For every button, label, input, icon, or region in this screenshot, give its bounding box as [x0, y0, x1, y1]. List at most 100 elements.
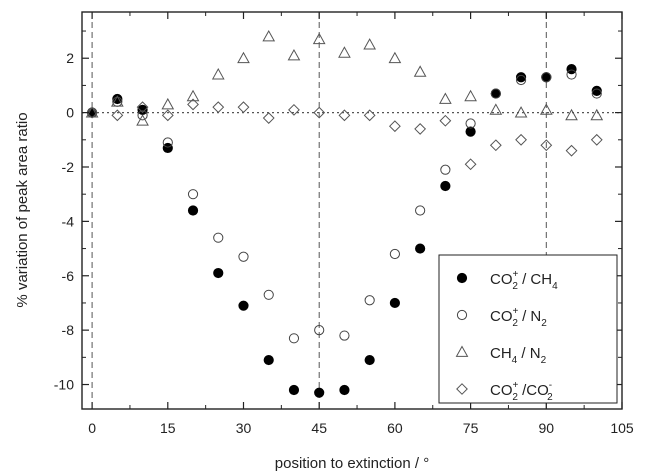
data-point: [85, 106, 99, 118]
data-point: [389, 297, 400, 309]
data-point: [489, 103, 503, 115]
legend-label: CH4 / N2: [490, 345, 547, 366]
legend-marker: [455, 345, 469, 357]
data-markers: [85, 29, 604, 398]
data-point: [363, 38, 377, 50]
series-1: [86, 64, 602, 398]
data-point: [388, 51, 402, 64]
data-point: [238, 300, 249, 311]
x-tick-label: 90: [539, 420, 555, 436]
data-point: [440, 164, 451, 175]
data-point: [439, 92, 452, 104]
data-point: [338, 46, 351, 58]
data-point: [212, 101, 225, 114]
axis-ticks: [82, 12, 623, 409]
data-point: [187, 98, 199, 111]
series-3: [85, 29, 604, 126]
data-point: [388, 120, 401, 133]
data-point: [590, 108, 604, 121]
data-point: [490, 88, 501, 99]
y-tick-label: -6: [62, 268, 75, 284]
data-point: [137, 104, 148, 115]
data-point: [389, 248, 400, 260]
data-point: [313, 106, 326, 119]
data-point: [415, 243, 426, 254]
data-point: [312, 32, 326, 45]
data-point: [237, 101, 250, 114]
data-point: [137, 110, 148, 121]
data-point: [591, 88, 602, 99]
x-tick-label: 15: [160, 420, 176, 436]
data-point: [464, 158, 477, 171]
data-point: [540, 139, 553, 152]
data-point: [161, 109, 174, 122]
legend-label: CO+ 2 / CH4: [490, 269, 558, 292]
legend-marker: [456, 383, 468, 395]
data-point: [211, 68, 225, 80]
data-point: [566, 64, 577, 75]
x-tick-label: 30: [236, 420, 252, 436]
legend-label: CO+ 2 /CO-2: [490, 380, 553, 403]
legend-marker: [456, 272, 468, 284]
data-point: [314, 325, 325, 336]
data-point: [161, 97, 175, 110]
data-point: [515, 133, 527, 146]
data-point: [364, 354, 375, 366]
data-point: [288, 384, 300, 396]
data-point: [162, 142, 173, 154]
data-point: [566, 69, 577, 80]
data-point: [288, 103, 300, 116]
y-tick-label: -2: [62, 159, 75, 175]
data-point: [187, 205, 199, 216]
data-point: [465, 118, 476, 129]
data-point: [238, 251, 249, 262]
x-tick-label: 0: [88, 420, 96, 436]
y-tick-label: -8: [62, 322, 75, 338]
y-axis-title: % variation of peak area ratio: [14, 112, 31, 307]
legend: CO+ 2 / CH4 CO+ 2 / N2 CH4 / N2 CO+ 2 /CO-2: [438, 254, 618, 404]
data-point: [110, 95, 124, 107]
data-point: [440, 180, 451, 192]
data-point: [213, 267, 224, 279]
data-point: [314, 387, 325, 398]
data-point: [515, 72, 527, 83]
data-point: [489, 139, 502, 152]
legend-label: CO+ 2 / N2: [490, 306, 547, 329]
data-point: [413, 65, 427, 77]
data-point: [263, 289, 274, 300]
series-4: [86, 98, 603, 171]
data-point: [86, 106, 99, 119]
data-point: [262, 112, 275, 124]
data-point: [464, 89, 477, 102]
y-tick-label: 0: [66, 105, 74, 121]
data-point: [439, 114, 452, 127]
x-tick-label: 105: [610, 420, 634, 436]
x-axis-title: position to extinction / °: [275, 455, 429, 472]
data-point: [136, 114, 149, 126]
data-point: [187, 189, 199, 200]
data-point: [339, 330, 350, 341]
legend-marker: [456, 309, 468, 321]
data-point: [339, 384, 350, 396]
data-point: [364, 295, 375, 306]
data-point: [565, 144, 578, 157]
data-point: [111, 109, 124, 122]
data-point: [590, 133, 603, 146]
data-point: [514, 106, 528, 118]
data-point: [263, 354, 274, 366]
y-tick-label: 2: [66, 50, 74, 66]
data-point: [591, 85, 602, 96]
data-point: [515, 74, 527, 86]
data-point: [415, 205, 426, 216]
data-point: [136, 101, 149, 114]
data-point: [363, 109, 376, 122]
data-point: [338, 109, 351, 122]
plot-frame: [81, 11, 623, 410]
tick-labels: 0 15 30 45 60 75 90 105 -10 -8 -6 -4 -2 0 2: [54, 50, 634, 436]
data-point: [414, 123, 427, 135]
data-point: [541, 72, 552, 83]
data-point: [262, 29, 276, 42]
data-point: [288, 333, 300, 344]
data-point: [539, 103, 553, 115]
